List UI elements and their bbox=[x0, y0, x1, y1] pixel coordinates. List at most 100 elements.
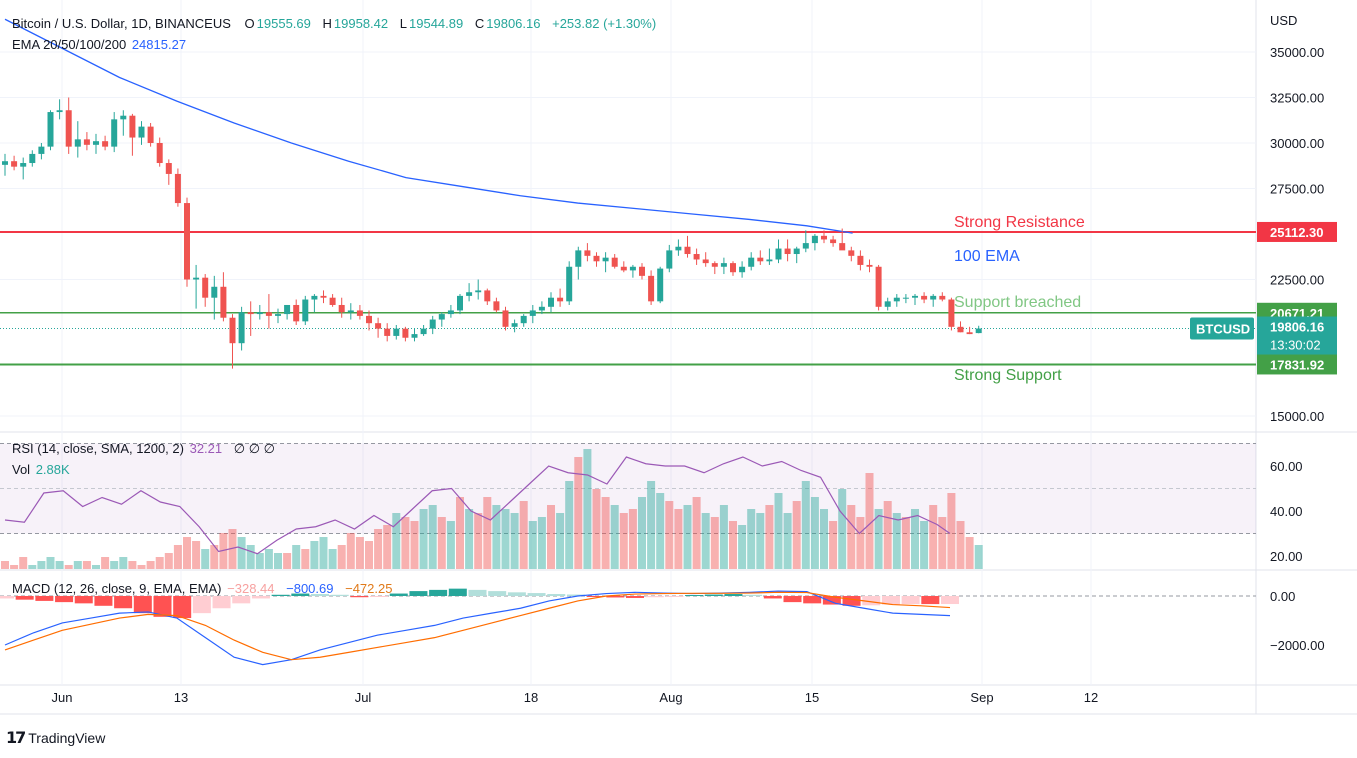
macd-hist-bar bbox=[35, 596, 54, 601]
candle-body bbox=[156, 143, 163, 164]
volume-bar bbox=[774, 493, 783, 569]
candle-body bbox=[584, 250, 591, 256]
macd-signal-line bbox=[4, 591, 951, 661]
candle-body bbox=[857, 255, 864, 265]
open-value: 19555.69 bbox=[256, 16, 311, 31]
time-tick-label: 15 bbox=[805, 690, 819, 705]
symbol-tag: BTCUSD bbox=[1196, 322, 1250, 337]
volume-bar bbox=[892, 513, 901, 569]
breached-annotation: Support breached bbox=[954, 294, 1081, 311]
volume-bar bbox=[428, 505, 437, 569]
candle-body bbox=[602, 257, 609, 262]
volume-bar bbox=[410, 521, 419, 569]
candle-body bbox=[202, 277, 209, 298]
volume-bar bbox=[701, 513, 710, 569]
open-label: O bbox=[244, 16, 255, 31]
candle-body bbox=[447, 310, 454, 315]
macd-hist-bar bbox=[822, 596, 841, 605]
macd-hist-bar bbox=[232, 596, 251, 604]
macd-hist-bar bbox=[271, 594, 290, 596]
candle-body bbox=[893, 297, 900, 302]
candle-body bbox=[702, 259, 709, 264]
rsi-legend[interactable]: RSI (14, close, SMA, 1200, 2) 32.21 ∅ ∅ … bbox=[12, 441, 283, 457]
volume-value: 2.88K bbox=[35, 462, 70, 477]
support-price-tag-bg bbox=[1257, 354, 1337, 375]
candle-body bbox=[939, 295, 946, 300]
candle-body bbox=[902, 297, 909, 299]
candle-body bbox=[402, 328, 409, 338]
candle-body bbox=[284, 304, 291, 315]
volume-bar bbox=[128, 561, 137, 569]
candle-body bbox=[93, 141, 99, 145]
volume-bar bbox=[419, 509, 428, 569]
volume-bar bbox=[73, 561, 82, 569]
volume-bar bbox=[456, 497, 464, 569]
support-annotation: Strong Support bbox=[954, 367, 1062, 384]
candle-body bbox=[47, 112, 54, 147]
candle-body bbox=[65, 110, 72, 147]
candle-body bbox=[265, 312, 272, 316]
volume-bar bbox=[392, 513, 401, 569]
ema-legend[interactable]: EMA 20/50/100/200 24815.27 bbox=[12, 37, 194, 52]
time-tick-label: 18 bbox=[524, 690, 538, 705]
volume-bar bbox=[201, 549, 210, 569]
volume-bar bbox=[820, 509, 828, 569]
volume-bar bbox=[446, 521, 455, 569]
macd-hist-bar bbox=[921, 596, 940, 605]
macd-hist-bar bbox=[881, 596, 900, 605]
candle-body bbox=[912, 295, 918, 298]
volume-bar bbox=[583, 449, 592, 569]
volume-legend[interactable]: Vol 2.88K bbox=[12, 462, 78, 477]
candle-body bbox=[229, 317, 236, 344]
current-price-tag: 19806.16 bbox=[1270, 320, 1324, 335]
volume-bar bbox=[920, 521, 929, 569]
macd-hist-bar bbox=[704, 594, 723, 596]
volume-bar bbox=[556, 513, 565, 569]
time-tick-label: Jun bbox=[52, 690, 73, 705]
volume-label: Vol bbox=[12, 462, 31, 477]
volume-bar bbox=[510, 513, 519, 569]
candle-body bbox=[220, 286, 227, 318]
candle-body bbox=[538, 306, 545, 311]
candle-body bbox=[83, 139, 90, 145]
macd-legend[interactable]: MACD (12, 26, close, 9, EMA, EMA) −328.4… bbox=[12, 581, 400, 596]
ema100-annotation: 100 EMA bbox=[954, 248, 1020, 265]
macd-tick-label: −2000.00 bbox=[1270, 638, 1325, 653]
candle-body bbox=[302, 299, 309, 322]
candle-body bbox=[930, 295, 937, 300]
tradingview-logo[interactable]: 𝟭𝟳 TradingView bbox=[6, 728, 105, 748]
change-value: +253.82 (+1.30%) bbox=[552, 16, 657, 31]
volume-bar bbox=[765, 505, 774, 569]
macd-hist-bar bbox=[173, 596, 192, 619]
low-value: 19544.89 bbox=[409, 16, 464, 31]
candle-body bbox=[320, 295, 327, 298]
macd-hist-bar bbox=[212, 596, 231, 609]
candle-body bbox=[666, 250, 673, 269]
macd-hist-bar bbox=[94, 596, 113, 606]
macd-hist-bar bbox=[133, 596, 152, 614]
candle-body bbox=[966, 332, 973, 335]
volume-bar bbox=[729, 521, 737, 569]
volume-bar bbox=[283, 553, 292, 569]
candle-body bbox=[338, 304, 345, 313]
candle-body bbox=[784, 248, 791, 255]
candle-body bbox=[457, 295, 463, 311]
volume-bar bbox=[10, 565, 19, 569]
candle-body bbox=[275, 314, 281, 316]
current-price-tag-bg bbox=[1257, 316, 1337, 355]
rsi-label: RSI (14, close, SMA, 1200, 2) bbox=[12, 441, 184, 456]
candle-body bbox=[557, 297, 564, 302]
candle-body bbox=[766, 259, 773, 262]
volume-bar bbox=[847, 505, 856, 569]
volume-bar bbox=[483, 497, 492, 569]
symbol-tag-bg bbox=[1190, 317, 1254, 340]
volume-bar bbox=[792, 501, 801, 569]
macd-signal-value: −472.25 bbox=[345, 581, 393, 596]
volume-bar bbox=[64, 565, 73, 569]
macd-hist-bar bbox=[488, 591, 507, 596]
volume-bar bbox=[346, 533, 355, 569]
candle-body bbox=[411, 334, 418, 338]
macd-hist-bar bbox=[55, 596, 74, 603]
volume-bar bbox=[183, 537, 191, 569]
